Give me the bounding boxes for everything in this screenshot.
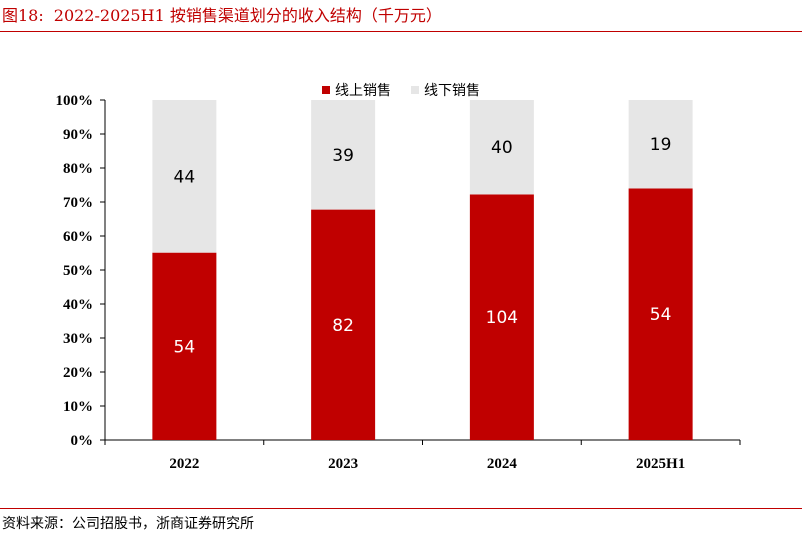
- source-note: 资料来源：公司招股书，浙商证券研究所: [2, 516, 254, 532]
- bar-offline: [628, 100, 693, 189]
- y-tick-label: 50%: [63, 263, 93, 279]
- y-tick-label: 0%: [71, 433, 94, 449]
- y-tick-label: 40%: [63, 297, 93, 313]
- data-label-offline: 39: [332, 146, 354, 166]
- x-tick-label: 2023: [328, 456, 358, 472]
- bars: 54 44 82 39 104 40 54 19: [152, 100, 693, 440]
- legend-label: 线下销售: [424, 83, 480, 99]
- y-axis: 0% 10% 20% 30% 40% 50% 60% 70% 80% 90% 100%: [56, 93, 106, 449]
- x-tick-label: 2022: [169, 456, 199, 472]
- y-tick-label: 80%: [63, 161, 93, 177]
- bar-online: [628, 188, 693, 440]
- bar-online: [469, 194, 534, 440]
- data-label-online: 54: [174, 337, 196, 357]
- bar-online: [311, 209, 376, 440]
- data-label-online: 104: [486, 308, 518, 328]
- legend: 线上销售 线下销售: [322, 83, 480, 99]
- legend-swatch: [411, 86, 419, 94]
- chart-title: 图18: 2022-2025H1 按销售渠道划分的收入结构（千万元）: [2, 4, 442, 28]
- data-label-online: 54: [650, 305, 672, 325]
- footer-divider: [0, 508, 802, 509]
- y-tick-label: 90%: [63, 127, 93, 143]
- title-divider: [0, 31, 802, 32]
- bar-online: [152, 252, 217, 440]
- y-tick-label: 10%: [63, 399, 93, 415]
- data-label-online: 82: [332, 316, 354, 336]
- y-tick-label: 20%: [63, 365, 93, 381]
- figure-title: 2022-2025H1 按销售渠道划分的收入结构（千万元）: [53, 6, 442, 25]
- y-tick-label: 100%: [56, 93, 94, 109]
- x-tick-label: 2025H1: [636, 456, 685, 472]
- data-label-offline: 40: [491, 138, 513, 158]
- data-label-offline: 44: [174, 167, 196, 187]
- legend-swatch: [322, 86, 330, 94]
- bar-offline: [311, 100, 376, 210]
- x-axis: 2022 2023 2024 2025H1: [104, 439, 741, 472]
- bar-offline: [152, 100, 217, 253]
- y-tick-label: 70%: [63, 195, 93, 211]
- y-tick-label: 30%: [63, 331, 93, 347]
- legend-label: 线上销售: [335, 83, 391, 99]
- data-label-offline: 19: [650, 135, 672, 155]
- x-tick-label: 2024: [487, 456, 518, 472]
- figure-label: 图18:: [2, 6, 44, 25]
- bar-offline: [469, 100, 534, 195]
- y-tick-label: 60%: [63, 229, 93, 245]
